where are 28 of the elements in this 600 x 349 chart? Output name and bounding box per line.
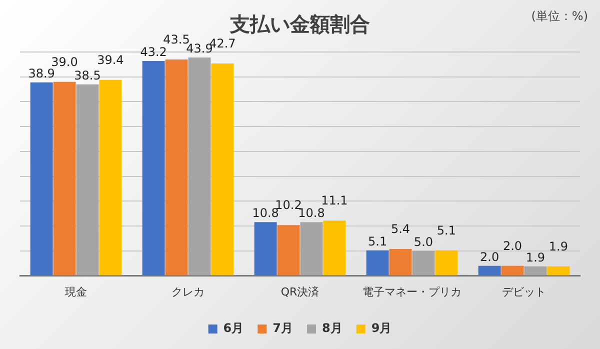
x-tick-label: 電子マネー・プリカ — [362, 285, 462, 298]
data-label: 5.4 — [390, 222, 410, 236]
data-label: 2.0 — [502, 238, 522, 253]
x-tick-label: クレカ — [172, 285, 204, 298]
legend-label: 9月 — [371, 321, 392, 336]
data-label: 2.0 — [480, 250, 500, 264]
x-tick-label: 現金 — [65, 285, 87, 298]
data-label: 5.1 — [436, 224, 456, 238]
chart-title: 支払い金額割合 — [229, 12, 370, 36]
data-label: 1.9 — [526, 250, 546, 264]
legend-label: 7月 — [272, 321, 294, 336]
data-label: 38.5 — [74, 68, 101, 82]
data-label: 43.2 — [140, 45, 167, 60]
x-tick-label: QR決済 — [280, 285, 320, 298]
data-label: 43.5 — [163, 32, 190, 47]
data-label: 1.9 — [548, 239, 568, 254]
data-label: 10.8 — [252, 206, 279, 220]
data-label: 39.4 — [97, 52, 124, 67]
legend-label: 8月 — [322, 321, 342, 336]
legend-label: 6月 — [223, 321, 244, 336]
x-tick-label: デビット — [502, 285, 546, 298]
data-label: 10.8 — [298, 206, 325, 220]
data-label: 38.9 — [28, 66, 55, 80]
data-label: 11.1 — [321, 194, 348, 208]
data-label: 5.1 — [368, 234, 388, 249]
text: (単位：%) — [531, 8, 588, 25]
data-label: 5.0 — [414, 235, 434, 250]
data-label: 39.0 — [51, 54, 78, 69]
